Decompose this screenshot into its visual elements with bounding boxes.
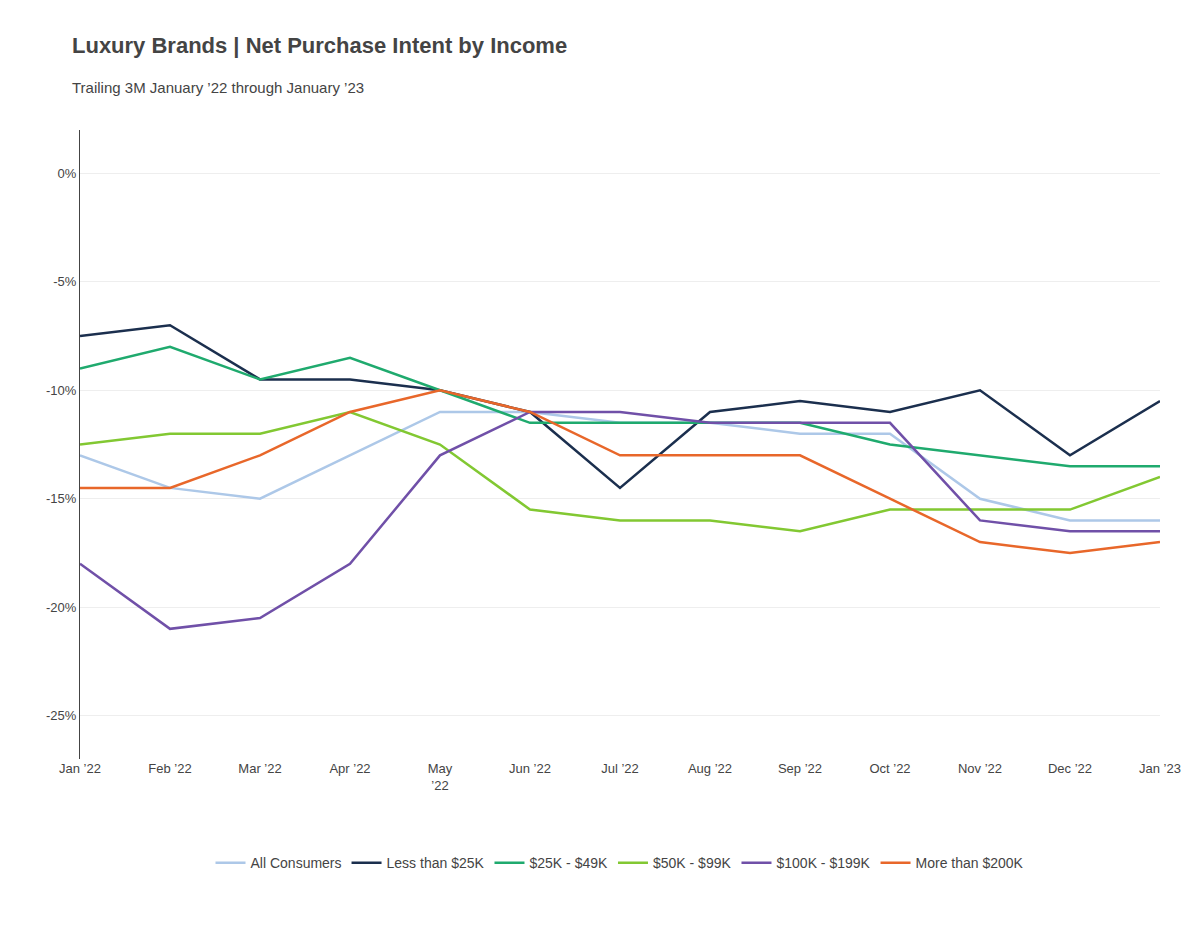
svg-text:Nov ’22: Nov ’22: [958, 761, 1002, 776]
svg-text:-10%: -10%: [46, 383, 77, 398]
svg-text:0%: 0%: [58, 166, 77, 181]
svg-text:Jun ’22: Jun ’22: [509, 761, 551, 776]
svg-text:-15%: -15%: [46, 491, 77, 506]
svg-text:More than $200K: More than $200K: [916, 855, 1024, 871]
svg-text:Apr ’22: Apr ’22: [329, 761, 370, 776]
svg-text:$25K - $49K: $25K - $49K: [529, 855, 607, 871]
svg-text:Less than $25K: Less than $25K: [387, 855, 485, 871]
svg-text:Luxury Brands | Net Purchase I: Luxury Brands | Net Purchase Intent by I…: [72, 33, 567, 58]
svg-text:Dec ’22: Dec ’22: [1048, 761, 1092, 776]
svg-text:Sep ’22: Sep ’22: [778, 761, 822, 776]
svg-text:Jan ’22: Jan ’22: [59, 761, 101, 776]
svg-text:-20%: -20%: [46, 600, 77, 615]
svg-text:Feb ’22: Feb ’22: [148, 761, 191, 776]
svg-text:-25%: -25%: [46, 708, 77, 723]
svg-text:Aug ’22: Aug ’22: [688, 761, 732, 776]
svg-text:Mar ’22: Mar ’22: [238, 761, 281, 776]
svg-text:May’22: May’22: [428, 761, 453, 793]
svg-text:Jul ’22: Jul ’22: [601, 761, 639, 776]
svg-text:$50K - $99K: $50K - $99K: [653, 855, 731, 871]
svg-text:All Consumers: All Consumers: [251, 855, 342, 871]
svg-text:-5%: -5%: [53, 274, 77, 289]
svg-text:Trailing 3M January ’22 throug: Trailing 3M January ’22 through January …: [72, 79, 364, 96]
svg-text:$100K - $199K: $100K - $199K: [776, 855, 870, 871]
svg-text:Jan ’23: Jan ’23: [1139, 761, 1181, 776]
svg-text:Oct ’22: Oct ’22: [869, 761, 910, 776]
